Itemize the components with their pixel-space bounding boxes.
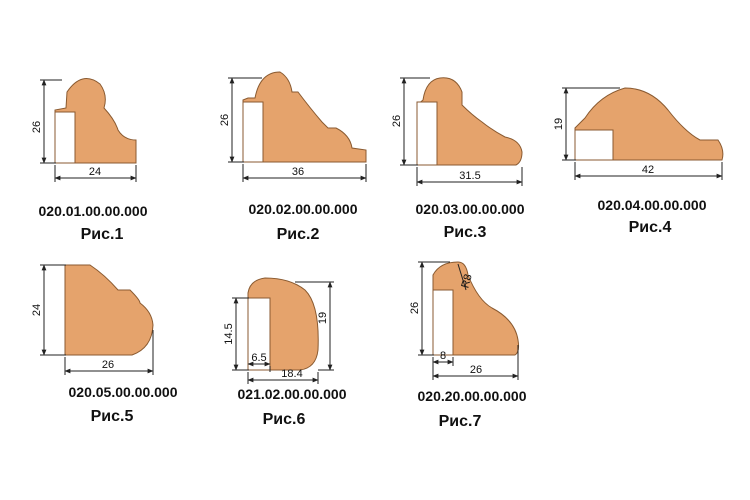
fig7-inner-width-label: 8 xyxy=(440,350,446,362)
profile-7-code: 020.20.00.00.000 xyxy=(417,388,527,404)
fig1-height-label: 26 xyxy=(31,121,43,133)
fig7-radius-label: R8 xyxy=(459,273,474,290)
fig2-width-label: 36 xyxy=(292,166,304,178)
profile-5-code: 020.05.00.00.000 xyxy=(68,384,178,400)
profile-3-slot xyxy=(416,101,438,166)
fig7-width-label: 26 xyxy=(470,364,482,376)
profile-6-slot xyxy=(247,297,271,371)
profile-2-shape xyxy=(242,71,367,163)
fig6-width-label: 18.4 xyxy=(281,368,302,380)
profile-2-figure-label: Рис.2 xyxy=(276,226,320,243)
profile-7-shape xyxy=(432,261,520,356)
fig1-width-label: 24 xyxy=(89,166,101,178)
profile-1-code: 020.01.00.00.000 xyxy=(38,203,148,219)
profile-4-slot xyxy=(574,129,614,161)
fig5-width-label: 26 xyxy=(102,359,114,371)
profile-2-slot xyxy=(242,101,264,163)
profile-7-slot xyxy=(432,289,454,356)
profile-3-figure-label: Рис.3 xyxy=(443,224,487,241)
profile-6-figure-label: Рис.6 xyxy=(262,411,306,428)
fig2-height-label: 26 xyxy=(219,114,231,126)
profile-5-shape xyxy=(64,264,154,356)
profile-1-figure-label: Рис.1 xyxy=(80,226,124,243)
fig3-height-label: 26 xyxy=(391,115,403,127)
fig4-height-label: 19 xyxy=(553,118,565,130)
profile-3-shape xyxy=(416,77,523,166)
profile-7-figure-label: Рис.7 xyxy=(438,413,482,430)
fig7-height-label: 26 xyxy=(409,302,421,314)
fig3-width-label: 31.5 xyxy=(459,170,480,182)
profile-4-figure-label: Рис.4 xyxy=(628,219,672,236)
fig5-height-label: 24 xyxy=(31,304,43,316)
profile-1-slot xyxy=(54,111,76,164)
fig6-inner-height-label: 14.5 xyxy=(223,323,235,344)
profile-6-code: 021.02.00.00.000 xyxy=(237,386,347,402)
profile-2-code: 020.02.00.00.000 xyxy=(248,201,358,217)
fig4-width-label: 42 xyxy=(642,164,654,176)
fig6-height-label: 19 xyxy=(317,312,329,324)
fig6-inner-width-label: 6.5 xyxy=(251,352,266,364)
profile-5-figure-label: Рис.5 xyxy=(90,408,134,425)
profile-4-code: 020.04.00.00.000 xyxy=(597,197,707,213)
profile-3-code: 020.03.00.00.000 xyxy=(415,201,525,217)
